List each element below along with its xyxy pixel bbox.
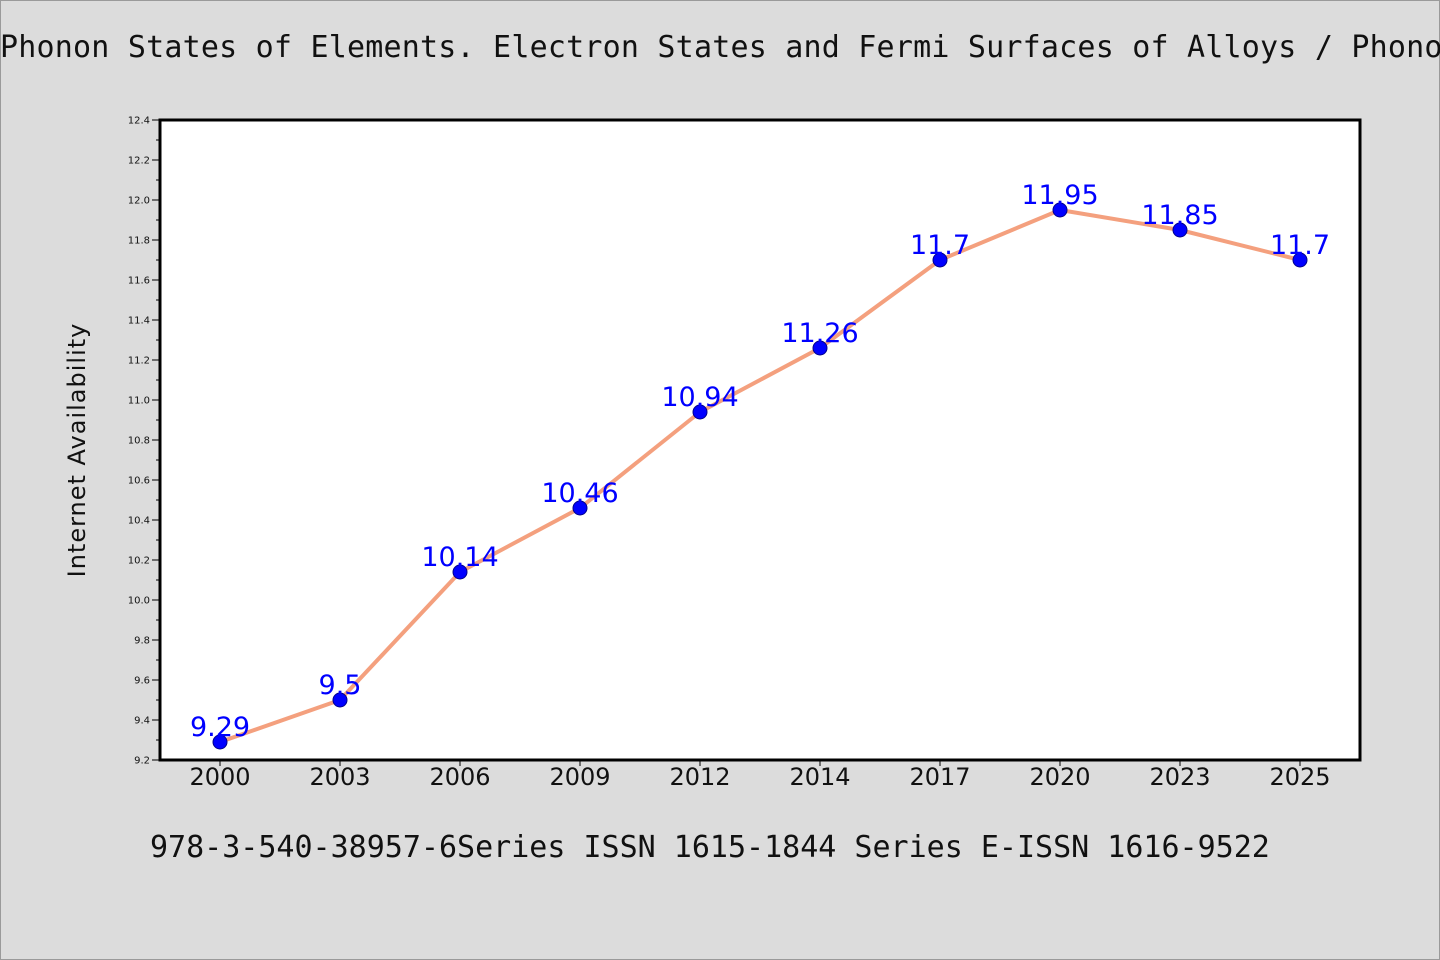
y-tick-label: 10.8 [128, 436, 150, 447]
y-tick-label: 12.2 [128, 156, 150, 167]
x-tick-label: 2014 [789, 763, 850, 791]
y-axis-label: Internet Availability [63, 323, 91, 578]
x-tick-label: 2009 [549, 763, 610, 791]
data-label: 9.29 [190, 712, 250, 743]
data-label: 10.94 [661, 382, 738, 413]
y-tick-label: 9.8 [134, 636, 150, 647]
y-tick-label: 9.4 [134, 716, 150, 727]
series-markers [212, 202, 1308, 750]
y-tick-label: 9.6 [134, 676, 150, 687]
y-tick-label: 11.8 [128, 236, 150, 247]
y-tick-label: 11.4 [128, 316, 150, 327]
y-tick-label: 11.2 [128, 356, 150, 367]
data-point [932, 252, 948, 268]
data-point [452, 564, 468, 580]
y-tick-label: 10.6 [128, 476, 150, 487]
x-tick-label: 2017 [909, 763, 970, 791]
data-label: 11.85 [1141, 200, 1218, 231]
data-label: 11.95 [1021, 180, 1098, 211]
y-tick-label: 9.2 [134, 756, 150, 767]
data-label: 9.5 [319, 670, 362, 701]
chart-title: Phonon States of Elements. Electron Stat… [0, 30, 1440, 65]
data-labels: 9.29 9.5 10.14 10.46 10.94 11.26 11.7 11.95 11.8… [190, 180, 1330, 743]
series-line [219, 208, 1301, 744]
data-point [1172, 222, 1188, 238]
y-tick-label: 10.4 [128, 516, 150, 527]
y-tick-label: 12.4 [128, 116, 150, 127]
x-tick-label: 2025 [1269, 763, 1330, 791]
data-point [692, 404, 708, 420]
x-tick-label: 2006 [429, 763, 490, 791]
chart-footer-text: 978-3-540-38957-6Series ISSN 1615-1844 S… [150, 830, 1270, 865]
data-point [1292, 252, 1308, 268]
data-label: 10.46 [541, 478, 618, 509]
x-tick-label: 2000 [189, 763, 250, 791]
data-point [572, 500, 588, 516]
data-label: 10.14 [421, 542, 498, 573]
data-label: 11.7 [910, 230, 970, 261]
data-point [212, 734, 228, 750]
y-tick-label: 10.2 [128, 556, 150, 567]
data-point [1052, 202, 1068, 218]
y-tick-label: 11.6 [128, 276, 150, 287]
x-tick-label: 2020 [1029, 763, 1090, 791]
y-tick-label: 10.0 [128, 596, 150, 607]
y-tick-label: 12.0 [128, 196, 150, 207]
y-tick-label: 11.0 [128, 396, 150, 407]
data-label: 11.7 [1270, 230, 1330, 261]
data-label: 11.26 [781, 318, 858, 349]
x-tick-label: 2003 [309, 763, 370, 791]
data-point [812, 340, 828, 356]
x-axis: 2000 2003 2006 2009 2012 2014 2017 2020 2023 2025 [189, 760, 1331, 791]
x-tick-label: 2012 [669, 763, 730, 791]
y-axis: 9.2 9.4 9.6 9.8 10.0 10.2 10.4 10.6 10.8 11.0 11.2… [128, 116, 160, 767]
x-tick-label: 2023 [1149, 763, 1210, 791]
data-point [332, 692, 348, 708]
